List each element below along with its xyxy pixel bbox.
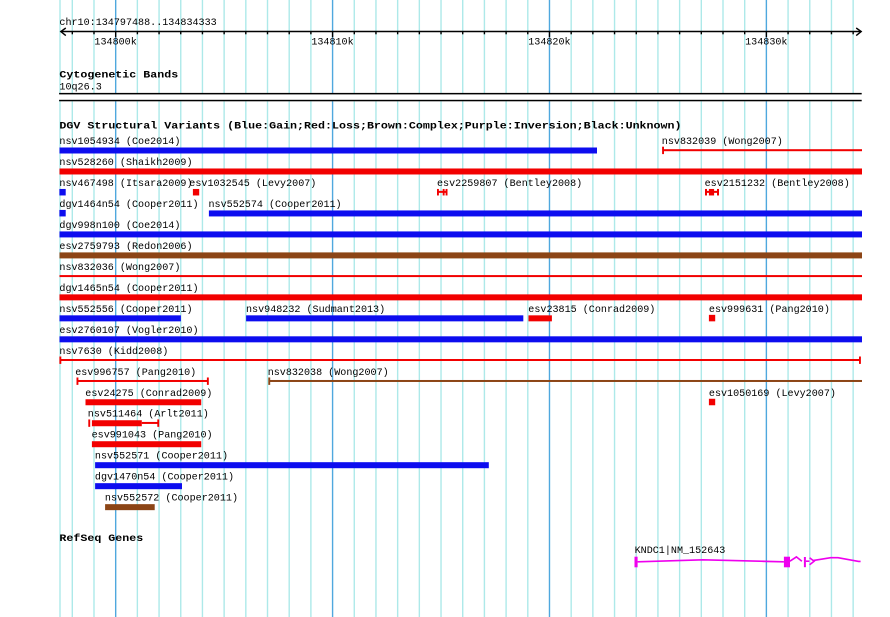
svg-text:dgv1470n54 (Cooper2011): dgv1470n54 (Cooper2011)	[95, 472, 234, 484]
svg-text:nsv511464 (Arlt2011): nsv511464 (Arlt2011)	[88, 409, 209, 421]
svg-text:134800k: 134800k	[94, 37, 136, 49]
svg-text:nsv832036 (Wong2007): nsv832036 (Wong2007)	[59, 262, 180, 274]
svg-text:esv2759793 (Redon2006): esv2759793 (Redon2006)	[59, 241, 192, 253]
svg-text:Cytogenetic Bands: Cytogenetic Bands	[59, 70, 178, 82]
svg-text:esv2760107 (Vogler2010): esv2760107 (Vogler2010)	[59, 325, 198, 337]
svg-text:RefSeq Genes: RefSeq Genes	[59, 533, 143, 545]
svg-text:10q26.3: 10q26.3	[59, 82, 101, 94]
svg-text:nsv552572 (Cooper2011): nsv552572 (Cooper2011)	[105, 493, 238, 505]
svg-text:esv991043 (Pang2010): esv991043 (Pang2010)	[92, 430, 213, 442]
svg-text:nsv552556 (Cooper2011): nsv552556 (Cooper2011)	[59, 304, 192, 316]
svg-text:KNDC1|NM_152643: KNDC1|NM_152643	[635, 545, 726, 557]
svg-text:nsv832038 (Wong2007): nsv832038 (Wong2007)	[268, 367, 389, 379]
svg-text:esv1032545 (Levy2007): esv1032545 (Levy2007)	[189, 178, 316, 190]
svg-text:134830k: 134830k	[745, 37, 787, 49]
svg-text:dgv1464n54 (Cooper2011): dgv1464n54 (Cooper2011)	[59, 199, 198, 211]
svg-text:esv23815 (Conrad2009): esv23815 (Conrad2009)	[528, 304, 655, 316]
svg-text:esv24275 (Conrad2009): esv24275 (Conrad2009)	[85, 388, 212, 400]
svg-text:nsv948232 (Sudmant2013): nsv948232 (Sudmant2013)	[246, 304, 385, 316]
svg-text:134810k: 134810k	[311, 37, 353, 49]
svg-text:DGV Structural Variants (Blue:: DGV Structural Variants (Blue:Gain;Red:L…	[59, 121, 681, 133]
svg-text:esv999631 (Pang2010): esv999631 (Pang2010)	[709, 304, 830, 316]
svg-text:134820k: 134820k	[528, 37, 570, 49]
svg-text:dgv1465n54 (Cooper2011): dgv1465n54 (Cooper2011)	[59, 283, 198, 295]
svg-text:esv2259807 (Bentley2008): esv2259807 (Bentley2008)	[437, 178, 582, 190]
svg-text:esv2151232 (Bentley2008): esv2151232 (Bentley2008)	[705, 178, 850, 190]
svg-text:dgv998n100 (Coe2014): dgv998n100 (Coe2014)	[59, 220, 180, 232]
svg-text:esv1050169 (Levy2007): esv1050169 (Levy2007)	[709, 388, 836, 400]
svg-text:nsv1054934 (Coe2014): nsv1054934 (Coe2014)	[59, 136, 180, 148]
svg-text:nsv467498 (Itsara2009): nsv467498 (Itsara2009)	[59, 178, 192, 190]
svg-text:nsv552571 (Cooper2011): nsv552571 (Cooper2011)	[95, 451, 228, 463]
svg-text:nsv832039 (Wong2007): nsv832039 (Wong2007)	[662, 136, 783, 148]
svg-text:nsv528260 (Shaikh2009): nsv528260 (Shaikh2009)	[59, 157, 192, 169]
svg-text:nsv552574 (Cooper2011): nsv552574 (Cooper2011)	[209, 199, 342, 211]
svg-text:esv996757 (Pang2010): esv996757 (Pang2010)	[75, 367, 196, 379]
svg-text:chr10:134797488..134834333: chr10:134797488..134834333	[59, 17, 216, 29]
svg-text:nsv7630 (Kidd2008): nsv7630 (Kidd2008)	[59, 346, 168, 358]
